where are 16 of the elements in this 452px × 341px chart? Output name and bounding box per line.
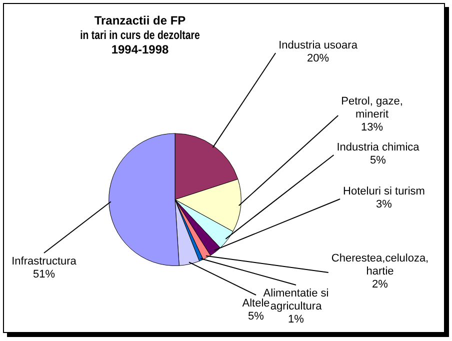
slice-label: Industria chimica — [336, 142, 420, 154]
data-label: 2% — [372, 278, 388, 291]
slice-label: Industria usoara — [278, 40, 358, 52]
slice-label: Infrastructura — [12, 256, 78, 268]
chart-title: Tranzactii de FP in tari in curs de dezoltare 1994-1998 — [80, 14, 200, 56]
data-label: 20% — [306, 52, 330, 65]
slice-label: Altele — [242, 298, 270, 310]
data-label: 1% — [288, 314, 304, 326]
data-label: 13% — [360, 122, 384, 134]
data-label: 5% — [370, 154, 386, 167]
slice-label: Cherestea,celuloza, hartie — [331, 252, 429, 278]
slice-label: Petrol, gaze, minerit — [341, 96, 403, 121]
data-label: 5% — [248, 310, 264, 323]
slice-label: Hoteluri si turism — [343, 186, 425, 198]
data-label: 51% — [32, 268, 56, 281]
data-label: 3% — [376, 198, 392, 211]
